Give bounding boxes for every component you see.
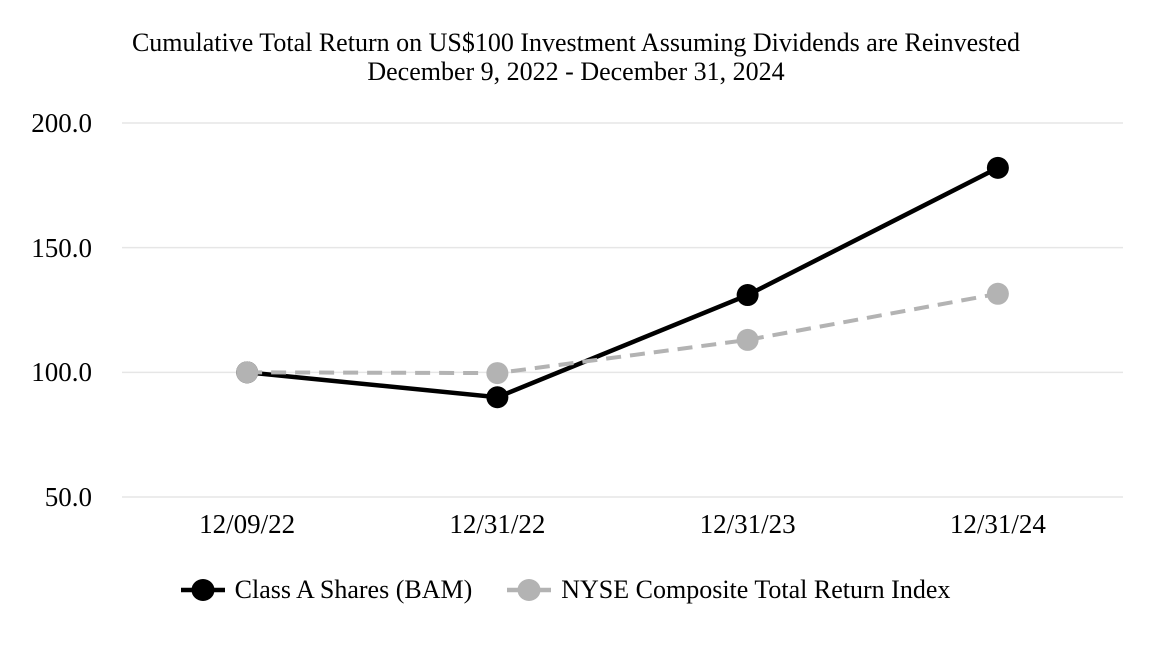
x-axis-tick-label: 12/31/23 bbox=[699, 509, 796, 539]
legend-label-nyse-composite: NYSE Composite Total Return Index bbox=[561, 575, 951, 604]
legend-item-class-a-shares: Class A Shares (BAM) bbox=[180, 575, 473, 605]
x-axis-tick-label: 12/31/22 bbox=[449, 509, 546, 539]
series-line-0 bbox=[246, 165, 999, 400]
y-axis-tick-label: 200.0 bbox=[31, 108, 92, 138]
data-point-marker bbox=[486, 362, 509, 385]
data-point-marker bbox=[986, 282, 1009, 305]
chart-legend: Class A Shares (BAM) NYSE Composite Tota… bbox=[0, 575, 1130, 605]
data-point-marker bbox=[486, 386, 509, 409]
chart-title: Cumulative Total Return on US$100 Invest… bbox=[131, 28, 1021, 57]
chart-title-block: Cumulative Total Return on US$100 Invest… bbox=[0, 28, 1152, 86]
data-point-marker bbox=[236, 361, 259, 384]
y-axis-tick-label: 150.0 bbox=[31, 232, 92, 263]
legend-marker-class-a-shares-icon bbox=[180, 579, 225, 601]
legend-item-nyse-composite: NYSE Composite Total Return Index bbox=[506, 575, 950, 605]
y-axis-tick-label: 100.0 bbox=[31, 357, 92, 388]
data-point-marker bbox=[986, 156, 1009, 179]
chart-subtitle: December 9, 2022 - December 31, 2024 bbox=[367, 57, 785, 86]
legend-label-class-a-shares: Class A Shares (BAM) bbox=[234, 575, 473, 604]
y-axis-tick-label: 50.0 bbox=[44, 482, 92, 512]
data-point-marker bbox=[736, 284, 759, 307]
x-axis-tick-label: 12/31/24 bbox=[949, 509, 1046, 539]
legend-marker-nyse-composite-icon bbox=[507, 579, 552, 601]
data-point-marker bbox=[736, 328, 759, 351]
series-line-1 bbox=[247, 291, 999, 376]
x-axis-tick-label: 12/09/22 bbox=[199, 509, 296, 539]
